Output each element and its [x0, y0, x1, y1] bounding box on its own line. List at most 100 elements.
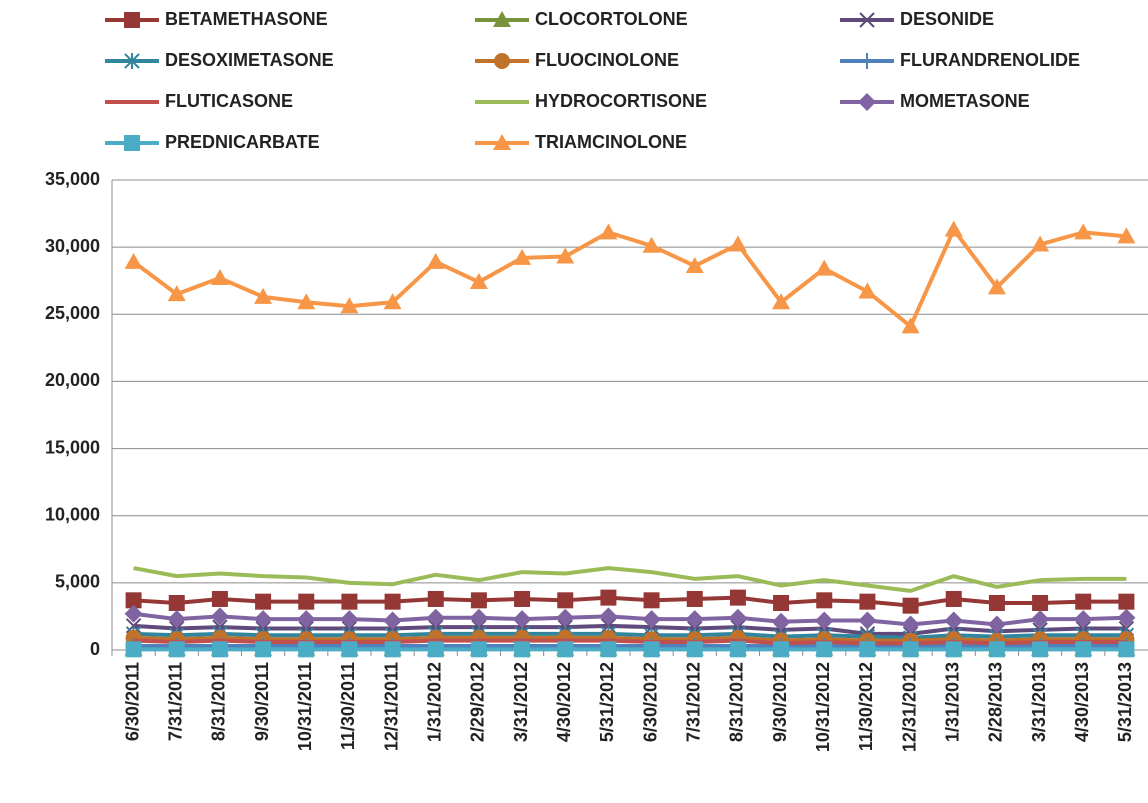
x-tick-label: 4/30/2012 — [554, 662, 574, 742]
marker — [298, 593, 315, 610]
marker — [210, 607, 229, 626]
x-tick-label: 9/30/2012 — [770, 662, 790, 742]
marker — [773, 641, 790, 658]
marker — [859, 641, 876, 658]
marker — [556, 608, 575, 627]
y-tick-label: 0 — [90, 639, 100, 659]
marker — [255, 593, 272, 610]
marker — [643, 592, 660, 609]
x-tick-label: 3/31/2012 — [511, 662, 531, 742]
marker — [729, 641, 746, 658]
marker — [729, 589, 746, 606]
series-line — [133, 566, 1127, 593]
x-tick-label: 6/30/2012 — [640, 662, 660, 742]
marker — [944, 220, 963, 237]
marker — [1075, 593, 1092, 610]
marker — [944, 611, 963, 630]
marker — [1074, 610, 1093, 629]
marker — [168, 595, 185, 611]
marker — [1117, 227, 1136, 244]
marker — [599, 223, 618, 240]
marker — [685, 256, 704, 273]
marker — [1032, 641, 1049, 658]
x-tick-label: 2/29/2012 — [468, 662, 488, 742]
y-tick-label: 35,000 — [45, 169, 100, 189]
marker — [427, 590, 444, 607]
series-line — [133, 638, 1127, 646]
marker — [255, 641, 272, 658]
marker — [945, 590, 962, 607]
marker — [599, 607, 618, 626]
marker — [859, 12, 875, 28]
marker — [988, 641, 1005, 658]
marker — [427, 641, 444, 658]
marker — [773, 595, 790, 611]
series-line — [132, 227, 1127, 329]
marker — [987, 615, 1006, 634]
legend-label: BETAMETHASONE — [165, 9, 328, 29]
x-tick-label: 12/31/2012 — [899, 662, 919, 752]
marker — [859, 53, 875, 69]
x-tick-label: 5/31/2012 — [597, 662, 617, 742]
marker — [901, 615, 920, 634]
legend-label: TRIAMCINOLONE — [535, 132, 687, 152]
marker — [470, 641, 487, 658]
y-tick-label: 30,000 — [45, 236, 100, 256]
marker — [816, 641, 833, 658]
x-tick-label: 4/30/2013 — [1072, 662, 1092, 742]
x-tick-label: 9/30/2011 — [252, 662, 272, 741]
marker — [494, 53, 510, 69]
series-line — [133, 595, 1127, 608]
marker — [816, 592, 833, 609]
marker — [728, 235, 747, 252]
legend-label: MOMETASONE — [900, 91, 1030, 111]
marker — [1118, 641, 1135, 658]
marker — [210, 269, 229, 286]
marker — [1117, 608, 1136, 627]
series-line — [133, 631, 1127, 640]
marker — [514, 590, 531, 607]
marker — [470, 592, 487, 609]
marker — [384, 593, 401, 610]
marker — [1074, 223, 1093, 240]
marker — [513, 610, 532, 629]
y-tick-label: 10,000 — [45, 504, 100, 524]
marker — [469, 273, 488, 290]
x-tick-label: 5/31/2013 — [1115, 662, 1135, 742]
marker — [298, 641, 315, 658]
marker — [211, 590, 228, 607]
marker — [858, 282, 877, 299]
x-tick-label: 7/31/2012 — [684, 662, 704, 742]
marker — [685, 610, 704, 629]
marker — [340, 610, 359, 629]
marker — [945, 641, 962, 658]
marker — [815, 259, 834, 276]
marker — [557, 641, 574, 658]
marker — [859, 593, 876, 610]
legend-label: CLOCORTOLONE — [535, 9, 688, 29]
y-tick-label: 15,000 — [45, 437, 100, 457]
x-tick-label: 10/31/2012 — [813, 662, 833, 752]
marker — [642, 610, 661, 629]
marker — [988, 595, 1005, 611]
marker — [384, 641, 401, 658]
marker — [493, 11, 511, 27]
marker — [254, 610, 273, 629]
marker — [514, 641, 531, 658]
x-tick-label: 12/31/2011 — [381, 662, 401, 751]
x-tick-label: 10/31/2011 — [295, 662, 315, 751]
marker — [426, 608, 445, 627]
x-tick-label: 8/31/2012 — [727, 662, 747, 742]
x-tick-label: 6/30/2011 — [122, 662, 142, 741]
legend-label: FLURANDRENOLIDE — [900, 50, 1080, 70]
marker — [125, 641, 142, 658]
marker — [340, 297, 359, 314]
marker — [901, 317, 920, 334]
marker — [469, 608, 488, 627]
marker — [124, 252, 143, 269]
marker — [772, 293, 791, 310]
y-tick-label: 20,000 — [45, 370, 100, 390]
legend-label: PREDNICARBATE — [165, 132, 320, 152]
legend-label: DESONIDE — [900, 9, 994, 29]
marker — [600, 589, 617, 606]
